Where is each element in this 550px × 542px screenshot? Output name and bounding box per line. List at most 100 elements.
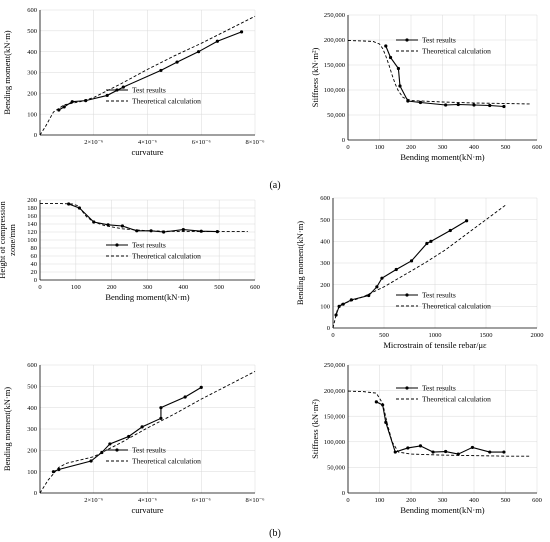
test-data-point	[488, 103, 492, 108]
panel-label-a: (a)	[269, 180, 280, 191]
test-data-point	[159, 68, 163, 73]
legend-marker	[115, 448, 119, 452]
legend-marker	[115, 88, 119, 92]
x-tick-label: 200	[406, 497, 416, 504]
test-data-point	[367, 293, 371, 298]
test-data-point	[488, 450, 492, 454]
y-tick-label: 300	[27, 70, 37, 77]
x-tick-label: 6×10⁻⁶	[192, 497, 211, 504]
test-data-point	[105, 93, 109, 98]
test-data-point	[67, 202, 71, 206]
test-data-point	[199, 385, 203, 389]
y-tick-label: 500	[27, 384, 37, 391]
y-tick-label: 200	[27, 448, 37, 455]
y-axis-title: Bending moment(kN·m)	[295, 221, 305, 305]
y-tick-label: 400	[27, 49, 37, 56]
x-axis-title: curvature	[131, 147, 163, 157]
y-tick-label: 200	[320, 282, 330, 289]
legend-marker	[115, 243, 119, 247]
x-tick-label: 4×10⁻⁶	[138, 139, 157, 146]
test-data-point	[181, 228, 185, 232]
y-tick-label: 50,000	[327, 465, 345, 472]
theoretical-series-line	[39, 15, 256, 136]
test-data-point	[51, 470, 56, 474]
y-tick-label: 0	[342, 137, 345, 144]
legend-label: Theoretical calculation	[132, 457, 201, 466]
test-data-point	[502, 104, 506, 109]
theoretical-series-line	[39, 371, 256, 494]
chart-1: 0 100 200 300 400 500 600 2×10⁻⁶ 4×10⁻⁶ 6×10⁻⁶ 8×1…	[2, 7, 265, 157]
x-tick-label: 300	[143, 284, 153, 291]
test-data-point	[406, 99, 410, 103]
legend-label: Test results	[422, 384, 456, 393]
x-axis-title: Bending moment(kN·m)	[400, 152, 484, 162]
test-data-point	[149, 229, 153, 233]
x-tick-label: 500	[214, 284, 224, 291]
y-tick-label: 600	[320, 195, 330, 202]
x-tick-label: 300	[438, 144, 448, 151]
x-tick-label: 2000	[531, 332, 544, 339]
legend-label: Test results	[422, 291, 456, 300]
x-tick-label: 600	[250, 284, 260, 291]
x-axis-title: Bending moment(kN·m)	[105, 292, 189, 302]
y-tick-label: 0	[342, 490, 345, 497]
y-tick-label: 0	[34, 277, 37, 284]
test-data-point	[215, 39, 219, 43]
x-tick-label: 8×10⁻⁶	[245, 497, 264, 504]
chart-4: 0 100 200 300 400 500 600 0 500 1000 1500 2000 Micro…	[295, 195, 544, 350]
test-data-point	[175, 60, 179, 64]
theoretical-series-line	[347, 390, 531, 457]
y-axis-title: Stiffness (kN·m²)	[310, 47, 320, 107]
legend-label: Theoretical calculation	[132, 97, 201, 106]
y-tick-label: 250,000	[324, 12, 345, 19]
x-tick-label: 400	[469, 497, 479, 504]
test-data-point	[380, 276, 384, 280]
test-data-point	[409, 259, 414, 263]
legend-label: Test results	[132, 446, 166, 455]
test-data-point	[444, 449, 448, 454]
y-axis-title: zone/mm	[7, 224, 17, 256]
x-tick-label: 200	[107, 284, 117, 291]
x-axis-title: curvature	[131, 505, 163, 515]
test-data-point	[394, 267, 398, 272]
x-axis-title: Microstrain of tensile rebar/με	[383, 340, 487, 350]
x-tick-label: 100	[375, 497, 385, 504]
panel-label-b: (b)	[269, 528, 281, 539]
test-series-line	[376, 401, 504, 455]
legend-label: Test results	[132, 241, 166, 250]
x-tick-label: 500	[501, 144, 511, 151]
x-tick-label: 8×10⁻⁶	[245, 139, 264, 146]
test-data-point	[159, 416, 163, 420]
legend-marker	[405, 386, 409, 390]
chart-5: 0 100 200 300 400 500 600 2×10⁻⁶ 4×10⁻⁶ 6×10⁻⁶ 8×1…	[2, 362, 265, 515]
y-tick-label: 500	[320, 217, 330, 224]
chart-2: 0 50,000 100,000 150,000 200,000 250,000 0 100 2…	[310, 12, 542, 162]
y-tick-label: 100,000	[324, 439, 345, 446]
chart-6: 0 50,000 100,000 150,000 200,000 250,000 0 100 2…	[310, 362, 542, 515]
y-tick-label: 600	[27, 7, 37, 14]
test-data-point	[106, 223, 110, 227]
test-data-point	[70, 100, 74, 104]
y-tick-label: 200	[27, 197, 37, 204]
x-tick-label: 600	[532, 144, 542, 151]
x-tick-label: 600	[532, 497, 542, 504]
test-data-point	[120, 224, 125, 228]
theoretical-series-line	[332, 204, 507, 329]
test-data-point	[196, 50, 201, 54]
y-tick-label: 0	[34, 132, 37, 139]
y-tick-label: 600	[27, 362, 37, 369]
y-tick-label: 300	[320, 260, 330, 267]
y-tick-label: 200	[27, 91, 37, 98]
test-data-point	[121, 85, 125, 89]
theoretical-series-line	[40, 203, 248, 233]
test-data-point	[456, 102, 460, 107]
test-data-point	[239, 30, 244, 34]
test-data-point	[337, 304, 341, 308]
x-tick-label: 100	[71, 284, 81, 291]
y-tick-label: 150,000	[324, 413, 345, 420]
y-tick-label: 160	[27, 213, 37, 220]
x-tick-label: 500	[501, 497, 511, 504]
y-tick-label: 0	[34, 490, 37, 497]
